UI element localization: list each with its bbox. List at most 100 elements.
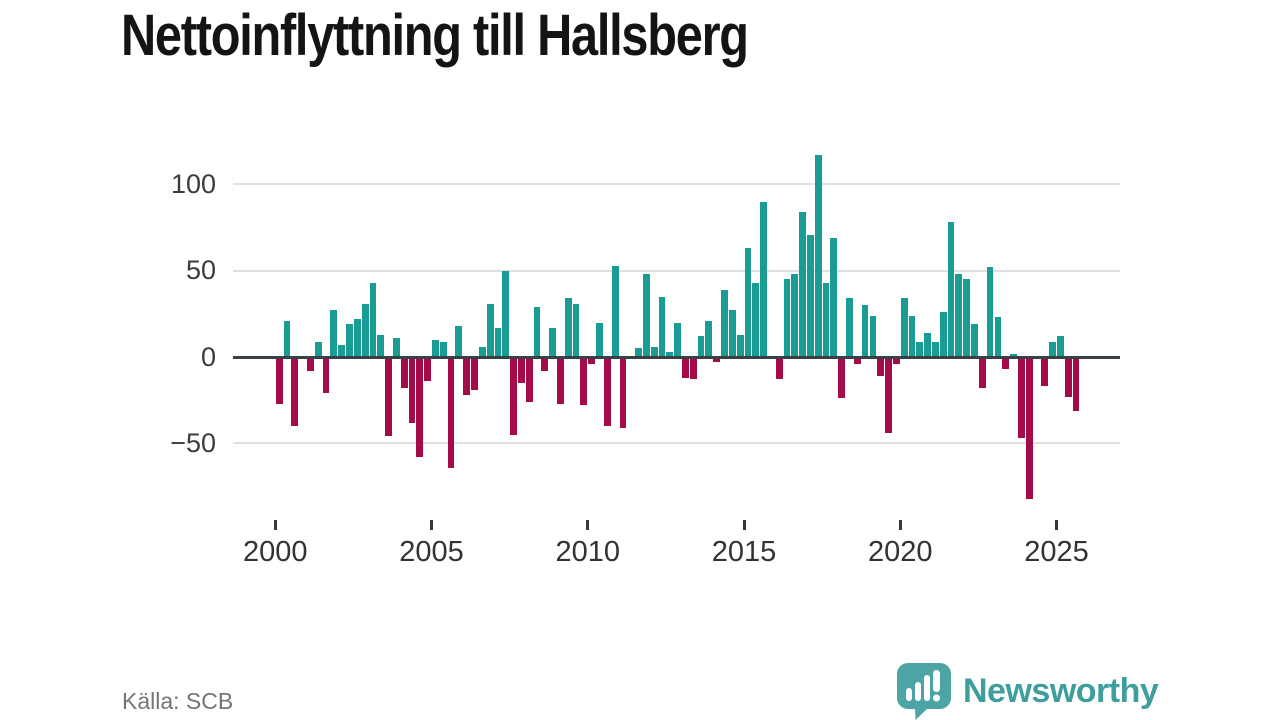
quarter-bar — [314, 341, 322, 357]
quarter-bar — [1064, 357, 1072, 397]
quarter-bar — [361, 303, 369, 357]
quarter-bar — [1072, 357, 1080, 411]
quarter-bar — [463, 357, 471, 395]
quarter-bar — [986, 267, 994, 357]
quarter-bar — [330, 310, 338, 357]
quarter-bar — [885, 357, 892, 433]
x-tick-label: 2025 — [1024, 536, 1089, 568]
quarter-bar — [932, 341, 939, 357]
quarter-bar — [650, 346, 658, 357]
quarter-bar — [486, 303, 494, 357]
quarter-bar — [1049, 341, 1056, 357]
quarter-bar — [416, 357, 424, 458]
quarter-bar — [619, 357, 627, 428]
quarter-bar — [791, 274, 799, 357]
quarter-bar — [603, 357, 611, 426]
quarter-bar — [596, 322, 603, 357]
quarter-bar — [978, 357, 986, 389]
quarter-bar — [510, 357, 517, 435]
quarter-bar — [721, 289, 728, 357]
quarter-bar — [1041, 357, 1049, 387]
quarter-bar — [525, 357, 533, 402]
quarter-bar — [877, 357, 885, 376]
quarter-bar — [338, 344, 346, 357]
quarter-bar — [674, 322, 682, 357]
quarter-bar — [666, 351, 674, 357]
quarter-bar — [424, 357, 432, 382]
quarter-bar — [807, 234, 814, 357]
newsworthy-wordmark: Newsworthy — [963, 672, 1159, 710]
quarter-bar — [908, 315, 916, 357]
quarter-bar — [455, 325, 463, 357]
quarter-bar — [744, 248, 752, 357]
quarter-bar — [799, 212, 807, 357]
quarter-bar — [861, 305, 869, 357]
newsworthy-logo: Newsworthy — [896, 662, 1159, 720]
quarter-bar — [1017, 357, 1025, 439]
quarter-bar — [916, 341, 924, 357]
quarter-bar — [900, 298, 908, 357]
quarter-bar — [1002, 357, 1010, 370]
quarter-bar — [830, 237, 838, 357]
quarter-bar — [642, 274, 650, 357]
quarter-bar — [892, 357, 900, 364]
quarter-bar — [283, 320, 291, 357]
quarter-bar — [611, 265, 619, 357]
quarter-bar — [846, 298, 853, 357]
quarter-bar — [517, 357, 525, 383]
quarter-bar — [963, 279, 971, 357]
quarter-bar — [713, 357, 721, 363]
quarter-bar — [494, 327, 502, 357]
quarter-bar — [736, 334, 744, 357]
quarter-bar — [353, 319, 361, 357]
quarter-bar — [1025, 357, 1033, 499]
quarter-bar — [658, 296, 666, 357]
x-tick-label: 2015 — [711, 536, 777, 568]
x-tick-mark — [586, 520, 590, 530]
x-tick-label: 2010 — [555, 536, 621, 568]
quarter-bar — [939, 312, 947, 357]
quarter-bar — [682, 357, 689, 378]
quarter-bar — [447, 357, 455, 468]
x-tick-label: 2005 — [399, 536, 464, 568]
gridline — [233, 269, 1120, 272]
quarter-bar — [947, 222, 955, 357]
quarter-bar — [783, 279, 791, 357]
x-tick-mark — [430, 520, 433, 530]
gridline — [233, 183, 1120, 186]
quarter-bar — [478, 346, 486, 357]
quarter-bar — [572, 303, 580, 357]
quarter-bar — [752, 282, 760, 357]
quarter-bar — [533, 306, 541, 357]
quarter-bar — [924, 332, 931, 357]
quarter-bar — [346, 324, 353, 357]
quarter-bar — [760, 201, 767, 357]
quarter-bar — [994, 317, 1002, 357]
quarter-bar — [588, 357, 596, 364]
source-note: Källa: SCB — [122, 688, 234, 714]
quarter-bar — [369, 282, 377, 357]
x-tick-mark — [273, 520, 277, 530]
y-tick-label: 0 — [200, 341, 216, 372]
quarter-bar — [814, 155, 822, 357]
quarter-bar — [502, 270, 510, 357]
quarter-bar — [728, 310, 736, 357]
quarter-bar — [377, 334, 385, 357]
zero-axis-line — [233, 355, 1120, 359]
quarter-bar — [838, 357, 846, 399]
quarter-bar — [557, 357, 564, 404]
quarter-bar — [471, 357, 478, 390]
quarter-bar — [869, 315, 877, 357]
gridline — [233, 442, 1120, 445]
y-tick-label: −50 — [170, 427, 216, 458]
quarter-bar — [853, 357, 861, 364]
x-tick-mark — [1055, 520, 1058, 530]
quarter-bar — [392, 338, 400, 357]
y-tick-label: 50 — [185, 255, 216, 286]
x-tick-label: 2000 — [243, 536, 308, 568]
quarter-bar — [385, 357, 392, 437]
quarter-bar — [689, 357, 697, 380]
quarter-bar — [971, 324, 978, 357]
newsworthy-icon — [897, 663, 951, 720]
